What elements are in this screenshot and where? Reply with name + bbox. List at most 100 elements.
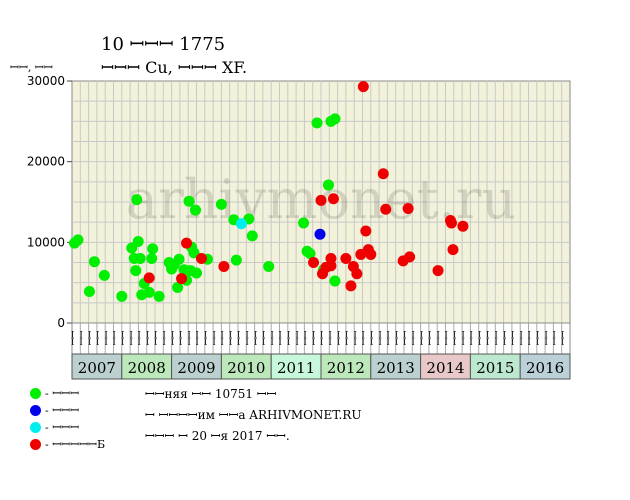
legend: - ꟷꟷꟷ - ꟷꟷꟷ - ꟷꟷꟷ - ꟷꟷꟷꟷꟷБ	[30, 385, 105, 453]
month-label: ꟷꟷ	[293, 331, 303, 346]
year-cell	[469, 353, 521, 380]
month-label: ꟷꟷ	[210, 331, 220, 346]
data-point	[88, 256, 100, 268]
year-label: 2011	[277, 359, 315, 377]
month-label: ꟷꟷ	[351, 331, 361, 346]
month-label: ꟷꟷ	[69, 331, 79, 346]
note-source: ꟷ ꟷꟷꟷꟷим ꟷꟷа ARHIVMONET.RU	[145, 408, 362, 422]
data-point	[351, 268, 363, 280]
data-point	[404, 251, 416, 263]
month-label: ꟷꟷ	[368, 331, 378, 346]
month-label: ꟷꟷ	[77, 331, 87, 346]
year-cell	[71, 353, 123, 380]
data-point	[432, 265, 444, 277]
data-point	[130, 265, 142, 277]
month-label: ꟷꟷ	[219, 331, 229, 346]
month-label: ꟷꟷ	[526, 331, 536, 346]
legend-item: - ꟷꟷꟷ	[30, 419, 105, 436]
data-point	[377, 168, 389, 180]
month-label: ꟷꟷ	[434, 331, 444, 346]
month-label: ꟷꟷ	[144, 331, 154, 346]
data-point	[308, 257, 320, 268]
month-label: ꟷꟷ	[227, 331, 237, 346]
month-label: ꟷꟷ	[152, 331, 162, 346]
data-point	[176, 273, 188, 285]
year-cell	[220, 353, 272, 380]
chart-subtitle: ꟷꟷꟷ Cu, ꟷꟷꟷ XF.	[101, 58, 248, 77]
data-point	[72, 234, 84, 246]
month-label: ꟷꟷ	[534, 331, 544, 346]
data-point	[315, 194, 327, 206]
data-point	[445, 217, 457, 229]
notes: ꟷꟷняя ꟷꟷ 10751 ꟷꟷ ꟷ ꟷꟷꟷꟷим ꟷꟷа ARHIVMONE…	[145, 385, 361, 448]
month-label: ꟷꟷ	[160, 331, 170, 346]
data-point	[143, 272, 155, 284]
note-average: ꟷꟷняя ꟷꟷ 10751 ꟷꟷ	[145, 387, 277, 401]
year-cell	[270, 353, 322, 380]
month-label: ꟷꟷ	[418, 331, 428, 346]
data-point	[181, 237, 193, 249]
y-tick-label: 20000	[27, 155, 65, 169]
data-point	[311, 117, 323, 129]
y-tick-label: 10000	[27, 235, 65, 249]
data-point	[322, 179, 334, 191]
month-label: ꟷꟷ	[235, 331, 245, 346]
month-label: ꟷꟷ	[492, 331, 502, 346]
month-label: ꟷꟷ	[335, 331, 345, 346]
data-point	[263, 261, 275, 273]
legend-label: - ꟷꟷꟷꟷꟷБ	[45, 438, 106, 451]
month-label: ꟷꟷ	[517, 331, 527, 346]
year-label: 2007	[78, 359, 116, 377]
data-point	[345, 280, 357, 292]
data-point	[329, 113, 341, 125]
month-label: ꟷꟷ	[111, 331, 121, 346]
data-point	[146, 252, 158, 264]
data-point	[380, 203, 392, 215]
data-point	[153, 290, 165, 302]
data-point	[340, 252, 352, 264]
note-date: ꟷꟷꟷ ꟷ 20 ꟷя 2017 ꟷꟷ.	[145, 429, 290, 443]
year-label: 2015	[476, 359, 514, 377]
data-point	[457, 220, 469, 232]
month-label: ꟷꟷ	[285, 331, 295, 346]
data-point	[327, 193, 339, 205]
y-axis-unit: ꟷꟷ, ꟷꟷ	[10, 61, 53, 74]
legend-marker	[30, 422, 41, 433]
legend-marker	[30, 405, 41, 416]
legend-marker	[30, 388, 41, 399]
month-label: ꟷꟷ	[136, 331, 146, 346]
data-point	[195, 252, 207, 264]
month-label: ꟷꟷ	[310, 331, 320, 346]
year-cell	[171, 353, 222, 380]
data-point	[215, 198, 227, 210]
month-label: ꟷꟷ	[169, 331, 179, 346]
month-label: ꟷꟷ	[185, 331, 195, 346]
data-point	[230, 254, 242, 266]
month-label: ꟷꟷ	[343, 331, 353, 346]
year-label: 2009	[177, 359, 215, 377]
month-label: ꟷꟷ	[243, 331, 253, 346]
data-point	[314, 228, 326, 240]
data-point	[132, 236, 144, 248]
month-label: ꟷꟷ	[202, 331, 212, 346]
year-cell	[420, 353, 471, 380]
month-label: ꟷꟷ	[393, 331, 403, 346]
month-label: ꟷꟷ	[360, 331, 370, 346]
month-label: ꟷꟷ	[426, 331, 436, 346]
data-point	[329, 275, 341, 287]
legend-item: - ꟷꟷꟷ	[30, 402, 105, 419]
month-label: ꟷꟷ	[509, 331, 519, 346]
month-label: ꟷꟷ	[260, 331, 270, 346]
month-label: ꟷꟷ	[302, 331, 312, 346]
data-point	[83, 286, 95, 298]
month-label: ꟷꟷ	[484, 331, 494, 346]
data-point	[235, 218, 247, 230]
month-label: ꟷꟷ	[318, 331, 328, 346]
data-point	[172, 282, 184, 294]
month-label: ꟷꟷ	[127, 331, 137, 346]
year-label: 2014	[426, 359, 464, 377]
month-label: ꟷꟷ	[443, 331, 453, 346]
data-point	[173, 253, 185, 265]
year-cell	[519, 353, 571, 380]
